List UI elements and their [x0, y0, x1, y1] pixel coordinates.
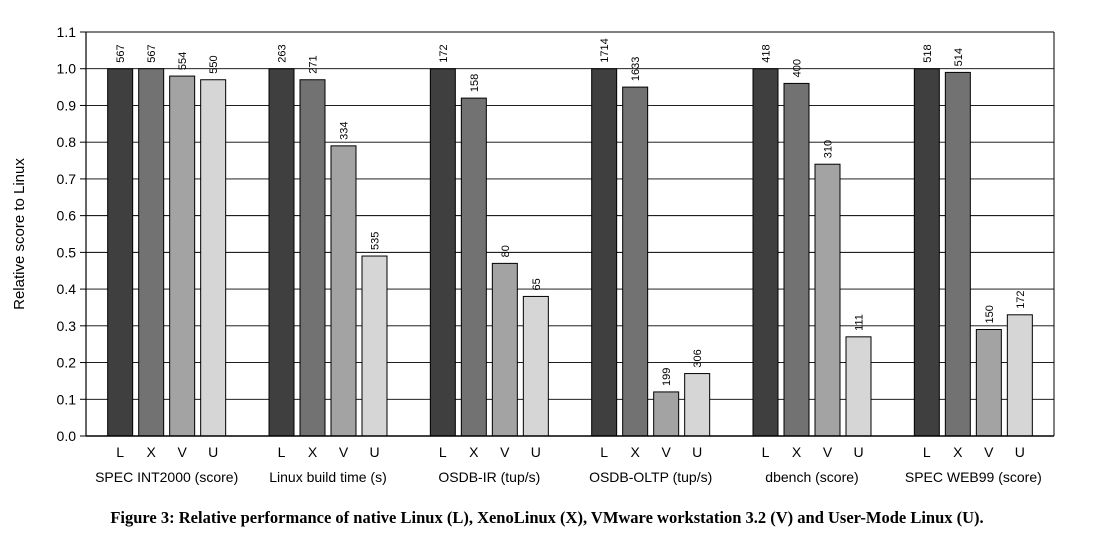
- bar: [491, 262, 518, 437]
- series-key-label: V: [177, 444, 187, 460]
- bar-data-label: 158: [469, 74, 481, 92]
- bar-data-label: 1633: [630, 57, 642, 81]
- axes: 0.0 0.1 0.2 0.3 0.4 0.5 0.6 0.7 0.8 0.9 1.0 1.1 L X V U…: [57, 24, 1055, 485]
- series-key-label: V: [661, 444, 671, 460]
- bar: [330, 145, 357, 437]
- series-key-label: U: [208, 444, 218, 460]
- bar-data-label: 263: [277, 44, 289, 62]
- bar: [1006, 314, 1033, 437]
- bar-data-label: 554: [177, 52, 189, 70]
- bar: [522, 295, 549, 437]
- y-tick-label: 0.7: [57, 171, 77, 187]
- y-tick-label: 0.8: [57, 134, 77, 150]
- series-key-label: X: [953, 444, 963, 460]
- bar: [653, 391, 680, 437]
- category-label: SPEC WEB99 (score): [905, 469, 1042, 485]
- bar-data-label: 550: [208, 55, 220, 73]
- bar-data-label: 310: [823, 140, 835, 158]
- bar: [684, 373, 711, 437]
- bar-data-label: 306: [692, 349, 704, 367]
- bar: [107, 68, 134, 437]
- bar-data-label: 80: [500, 245, 512, 257]
- category-label: OSDB-OLTP (tup/s): [589, 469, 712, 485]
- bar: [200, 79, 227, 437]
- category-label: OSDB-IR (tup/s): [438, 469, 540, 485]
- bars: 567 567 554 550 263 271 334 535 172 158 80 65 1714 16…: [107, 38, 1033, 437]
- bar: [814, 163, 841, 437]
- series-key-label: U: [369, 444, 379, 460]
- y-tick-label: 0.2: [57, 355, 77, 371]
- bar: [460, 97, 487, 437]
- bar: [299, 79, 326, 437]
- series-key-label: L: [278, 444, 286, 460]
- bar-data-label: 334: [339, 121, 351, 139]
- series-key-label: V: [339, 444, 349, 460]
- y-tick-label: 0.1: [57, 391, 77, 407]
- y-axis-label: Relative score to Linux: [11, 158, 28, 310]
- bar-data-label: 172: [438, 44, 450, 62]
- bar: [783, 82, 810, 437]
- bar-data-label: 65: [531, 278, 543, 290]
- bar: [845, 336, 872, 437]
- series-key-label: L: [439, 444, 447, 460]
- bar-data-label: 418: [761, 44, 773, 62]
- series-key-label: U: [692, 444, 702, 460]
- bar-data-label: 172: [1015, 290, 1027, 308]
- series-key-label: L: [600, 444, 608, 460]
- bar: [429, 68, 456, 437]
- bar-data-label: 514: [953, 48, 965, 66]
- relative-performance-chart: 567 567 554 550 263 271 334 535 172 158 80 65 1714 16…: [11, 24, 1055, 485]
- bar: [361, 255, 388, 437]
- bar-data-label: 111: [854, 314, 866, 331]
- series-key-label: V: [984, 444, 994, 460]
- bar-data-label: 535: [370, 232, 382, 250]
- category-label: dbench (score): [765, 469, 858, 485]
- figure-caption: Figure 3: Relative performance of native…: [110, 508, 984, 527]
- y-tick-label: 0.9: [57, 97, 77, 113]
- bar-data-label: 150: [984, 305, 996, 323]
- series-key-label: L: [923, 444, 931, 460]
- series-key-label: U: [1015, 444, 1025, 460]
- bar: [913, 68, 940, 437]
- bar: [975, 328, 1002, 437]
- series-key-label: L: [762, 444, 770, 460]
- category-label: Linux build time (s): [269, 469, 387, 485]
- y-tick-label: 0.4: [57, 281, 77, 297]
- bar: [169, 75, 196, 437]
- bar: [944, 71, 971, 437]
- series-key-label: V: [500, 444, 510, 460]
- series-key-label: U: [531, 444, 541, 460]
- bar: [591, 68, 618, 437]
- bar-data-label: 271: [308, 55, 320, 73]
- series-key-label: X: [469, 444, 479, 460]
- gridlines: [86, 31, 1054, 437]
- bar-data-label: 567: [146, 44, 158, 62]
- series-key-label: U: [853, 444, 863, 460]
- bar-data-label: 518: [922, 44, 934, 62]
- bar-data-label: 1714: [599, 38, 611, 62]
- series-key-label: L: [116, 444, 124, 460]
- category-label: SPEC INT2000 (score): [95, 469, 238, 485]
- series-key-label: X: [630, 444, 640, 460]
- series-key-label: X: [792, 444, 802, 460]
- bar-data-label: 400: [792, 59, 804, 77]
- bar: [752, 68, 779, 437]
- y-tick-label: 0.3: [57, 318, 77, 334]
- y-tick-label: 1.0: [57, 61, 77, 77]
- y-tick-label: 1.1: [57, 24, 77, 40]
- series-key-label: X: [308, 444, 318, 460]
- y-tick-label: 0.6: [57, 208, 77, 224]
- bar-data-label: 567: [115, 44, 127, 62]
- y-tick-label: 0.5: [57, 244, 77, 260]
- y-tick-label: 0.0: [57, 428, 77, 444]
- bar: [622, 86, 649, 437]
- bar-data-label: 199: [661, 368, 673, 386]
- bar: [268, 68, 295, 437]
- series-key-label: V: [823, 444, 833, 460]
- bar: [138, 68, 165, 437]
- series-key-label: X: [146, 444, 156, 460]
